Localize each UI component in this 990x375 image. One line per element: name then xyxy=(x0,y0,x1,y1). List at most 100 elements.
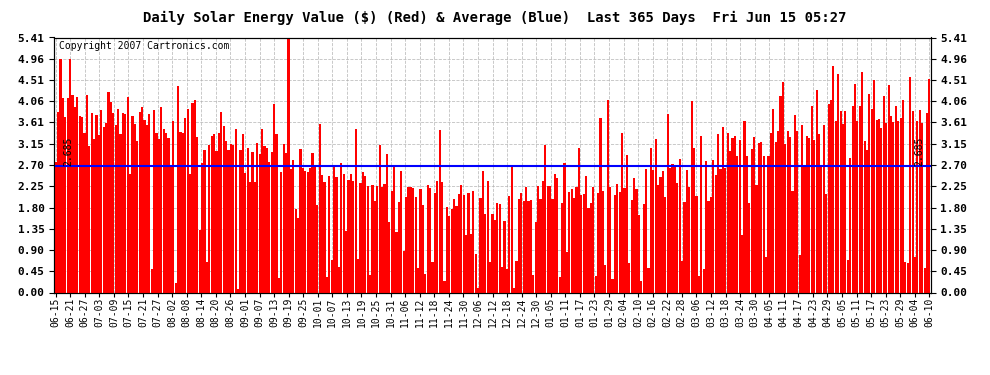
Bar xyxy=(268,162,270,292)
Bar xyxy=(211,136,213,292)
Bar xyxy=(302,168,304,292)
Bar xyxy=(242,134,244,292)
Bar xyxy=(551,199,553,292)
Bar xyxy=(496,203,498,292)
Text: 2.685: 2.685 xyxy=(915,136,925,166)
Bar xyxy=(787,130,789,292)
Bar xyxy=(722,127,724,292)
Bar xyxy=(74,107,76,292)
Bar xyxy=(453,199,455,292)
Bar xyxy=(753,137,755,292)
Bar xyxy=(568,192,570,292)
Bar xyxy=(530,200,532,292)
Bar xyxy=(535,222,537,292)
Bar xyxy=(732,138,734,292)
Bar xyxy=(251,152,253,292)
Bar xyxy=(575,187,577,292)
Bar xyxy=(150,269,152,292)
Text: Copyright 2007 Cartronics.com: Copyright 2007 Cartronics.com xyxy=(58,41,230,51)
Bar xyxy=(494,220,496,292)
Bar xyxy=(775,142,777,292)
Bar xyxy=(256,143,258,292)
Bar xyxy=(868,94,870,292)
Bar xyxy=(643,204,644,292)
Bar xyxy=(71,95,73,292)
Bar xyxy=(90,112,93,292)
Bar xyxy=(472,190,474,292)
Bar xyxy=(429,188,432,292)
Bar xyxy=(405,197,407,292)
Bar xyxy=(417,268,419,292)
Bar xyxy=(528,201,530,292)
Bar xyxy=(439,130,441,292)
Bar xyxy=(887,85,890,292)
Bar xyxy=(112,112,114,292)
Bar xyxy=(760,142,762,292)
Bar xyxy=(460,185,462,292)
Bar xyxy=(679,159,681,292)
Bar xyxy=(381,188,383,292)
Bar xyxy=(833,66,835,292)
Bar xyxy=(737,156,739,292)
Bar xyxy=(444,282,446,292)
Bar xyxy=(427,184,429,292)
Bar xyxy=(287,38,289,292)
Bar xyxy=(666,114,669,292)
Bar xyxy=(604,265,607,292)
Bar xyxy=(208,145,210,292)
Bar xyxy=(919,110,921,292)
Bar xyxy=(369,275,371,292)
Bar xyxy=(484,214,486,292)
Bar xyxy=(912,111,914,292)
Bar xyxy=(230,144,232,292)
Bar xyxy=(408,187,410,292)
Bar xyxy=(57,112,59,292)
Bar xyxy=(825,194,828,292)
Bar xyxy=(553,174,556,292)
Bar xyxy=(835,121,837,292)
Bar xyxy=(921,123,924,292)
Bar xyxy=(235,129,237,292)
Bar xyxy=(364,176,366,292)
Bar xyxy=(422,204,424,292)
Bar xyxy=(614,195,616,292)
Bar xyxy=(425,274,427,292)
Bar xyxy=(696,196,698,292)
Bar xyxy=(295,209,297,292)
Bar xyxy=(816,90,818,292)
Bar xyxy=(523,201,525,292)
Bar xyxy=(206,262,208,292)
Bar xyxy=(540,198,542,292)
Bar xyxy=(105,123,107,292)
Bar xyxy=(432,262,434,292)
Bar xyxy=(465,235,467,292)
Bar xyxy=(361,172,364,292)
Bar xyxy=(720,170,722,292)
Bar xyxy=(110,102,112,292)
Bar xyxy=(479,198,481,292)
Bar xyxy=(253,182,256,292)
Bar xyxy=(216,151,218,292)
Bar xyxy=(595,276,597,292)
Bar xyxy=(849,158,851,292)
Bar xyxy=(878,119,880,292)
Bar xyxy=(542,181,545,292)
Bar xyxy=(789,137,791,292)
Bar xyxy=(290,169,292,292)
Bar xyxy=(900,118,902,292)
Bar xyxy=(437,182,439,292)
Bar xyxy=(902,100,904,292)
Bar xyxy=(811,106,813,292)
Bar xyxy=(487,181,489,292)
Bar xyxy=(292,160,294,292)
Bar xyxy=(821,165,823,292)
Bar xyxy=(415,197,417,292)
Bar xyxy=(376,186,378,292)
Bar xyxy=(609,188,611,292)
Bar xyxy=(892,122,895,292)
Bar xyxy=(508,196,511,292)
Bar xyxy=(137,141,139,292)
Bar xyxy=(374,201,376,292)
Bar xyxy=(144,120,146,292)
Bar xyxy=(333,166,336,292)
